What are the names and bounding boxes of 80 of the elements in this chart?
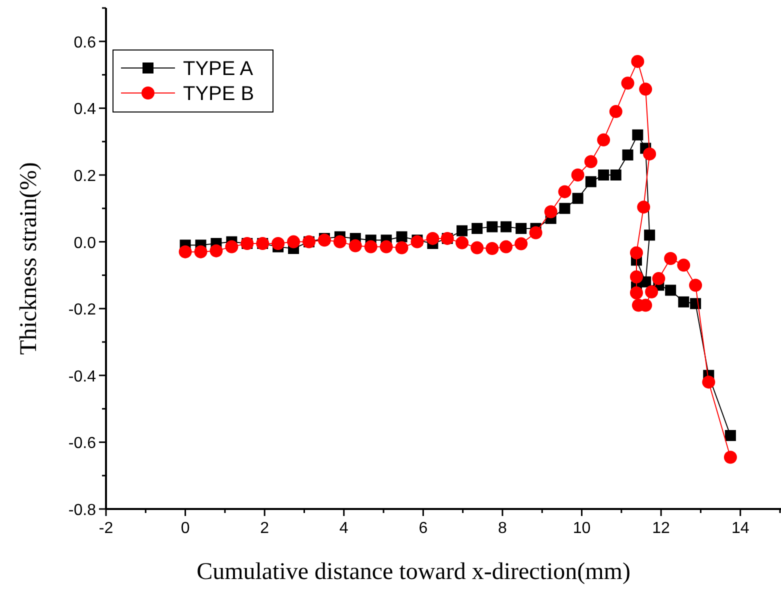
point: [318, 234, 331, 247]
x-tick-label: 6: [418, 520, 428, 537]
point: [410, 235, 424, 248]
point: [598, 170, 610, 180]
point: [470, 241, 484, 254]
point: [639, 82, 652, 96]
y-axis-title: Thickness strain(%): [16, 162, 42, 355]
point: [584, 155, 598, 168]
x-tick-label: 8: [498, 520, 508, 537]
point: [571, 168, 584, 182]
x-tick-label: 2: [260, 520, 270, 537]
point: [630, 246, 643, 260]
point: [456, 225, 468, 236]
point: [637, 200, 650, 214]
point: [632, 129, 644, 140]
point: [178, 245, 192, 258]
y-tick-label: -0.6: [68, 435, 96, 452]
point: [486, 221, 498, 232]
point: [724, 430, 736, 442]
point: [500, 240, 513, 254]
point: [631, 54, 644, 68]
point: [609, 105, 622, 118]
point: [677, 258, 690, 272]
point: [396, 231, 408, 242]
point: [225, 240, 238, 254]
x-axis-title: Cumulative distance toward x-direction(mm): [196, 559, 630, 585]
point: [516, 222, 527, 234]
point: [514, 237, 528, 250]
y-tick-label: 0.4: [74, 101, 96, 118]
point: [664, 252, 678, 265]
point: [558, 185, 572, 198]
legend-label: TYPE B: [183, 83, 254, 105]
point: [690, 298, 702, 310]
point: [630, 270, 643, 284]
point: [645, 285, 658, 298]
point: [456, 236, 469, 250]
point: [643, 147, 656, 160]
point: [597, 133, 610, 146]
x-tick-label: 12: [652, 520, 670, 537]
point: [652, 272, 666, 286]
point: [395, 241, 408, 254]
point: [364, 240, 378, 254]
point: [529, 226, 542, 240]
point: [348, 239, 362, 252]
x-tick-label: 4: [339, 520, 348, 537]
legend-label: TYPE A: [183, 58, 254, 80]
y-tick-label: -0.2: [68, 302, 96, 319]
y-tick-label: 0.0: [74, 234, 96, 252]
x-tick-label: -2: [98, 520, 114, 537]
point: [724, 450, 737, 464]
y-tick-label: -0.8: [68, 502, 96, 519]
point: [610, 170, 622, 180]
point: [630, 286, 643, 300]
point: [702, 376, 716, 389]
point: [486, 242, 499, 255]
point: [689, 278, 702, 292]
point: [287, 235, 300, 248]
point: [665, 284, 676, 296]
point: [544, 205, 558, 218]
point: [622, 149, 634, 160]
point: [559, 202, 570, 214]
y-tick-label: 0.6: [74, 34, 96, 52]
point: [210, 244, 223, 258]
point: [678, 296, 690, 308]
x-tick-label: 14: [731, 520, 750, 537]
point: [500, 221, 512, 232]
point: [333, 235, 346, 248]
point: [380, 240, 393, 254]
point: [572, 192, 584, 204]
point: [194, 245, 208, 258]
point: [644, 230, 656, 241]
point: [472, 222, 483, 234]
point: [621, 76, 634, 90]
y-tick-label: -0.4: [68, 368, 96, 386]
point: [585, 176, 596, 188]
point: [272, 236, 285, 250]
x-tick-label: 0: [180, 520, 190, 537]
x-tick-label: 10: [572, 520, 591, 537]
point: [426, 232, 440, 245]
y-tick-label: 0.2: [74, 168, 96, 185]
